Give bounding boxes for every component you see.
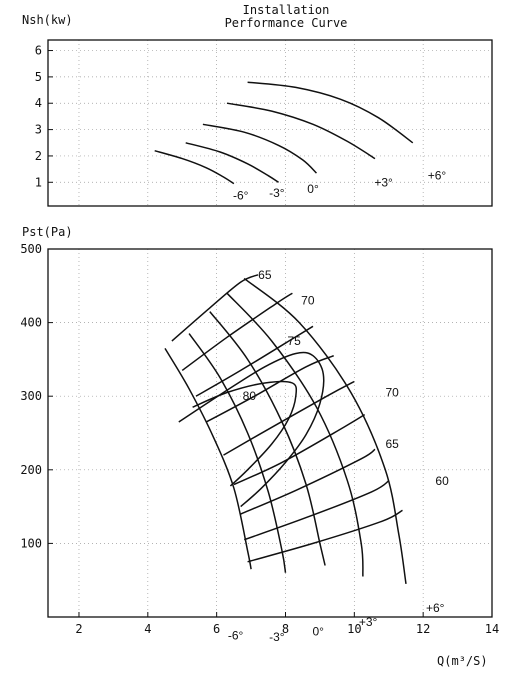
power-curve bbox=[185, 142, 280, 183]
blade-angle-curve bbox=[209, 311, 326, 566]
power-curve bbox=[154, 149, 235, 185]
curve-annotation: 65 bbox=[258, 268, 272, 282]
curve-annotation: +3° bbox=[359, 615, 378, 629]
y-tick-label: 400 bbox=[20, 316, 42, 330]
title-line-2: Performance Curve bbox=[225, 16, 348, 30]
title-line-1: Installation bbox=[243, 3, 330, 17]
curve-annotation: -6° bbox=[228, 628, 244, 642]
blade-angle-curve bbox=[243, 277, 407, 585]
curve-annotation: +6° bbox=[426, 601, 445, 615]
system-curve bbox=[243, 480, 390, 541]
efficiency-contour bbox=[178, 351, 325, 508]
y-tick-label: 500 bbox=[20, 242, 42, 256]
system-curve bbox=[240, 448, 376, 515]
efficiency-contour bbox=[192, 380, 298, 487]
system-curve bbox=[171, 274, 259, 342]
power-curve bbox=[202, 123, 318, 174]
x-tick-label: 12 bbox=[416, 622, 430, 636]
plot-frame bbox=[47, 248, 493, 618]
plot-frame bbox=[47, 39, 493, 207]
y-tick-label: 300 bbox=[20, 389, 42, 403]
power-curve bbox=[247, 81, 414, 144]
system-curve bbox=[233, 413, 366, 486]
pressure-chart: 100 200 300 400 500 2 4 6 8 10 12 14 65 70 75 80 70 65 60 -… bbox=[20, 242, 499, 644]
blade-angle-curve bbox=[226, 292, 364, 577]
system-curve bbox=[223, 380, 355, 456]
y-tick-label: 6 bbox=[35, 44, 42, 58]
pressure-ylabel: Pst(Pa) bbox=[22, 225, 73, 239]
curve-annotation: 0° bbox=[312, 625, 324, 639]
curve-annotation: -3° bbox=[269, 630, 285, 644]
curve-annotation: 75 bbox=[287, 334, 301, 348]
x-tick-label: 4 bbox=[144, 622, 151, 636]
blade-angle-curve bbox=[164, 348, 252, 570]
system-curve bbox=[181, 292, 293, 372]
curve-annotation: 65 bbox=[386, 437, 400, 451]
curve-annotation: 70 bbox=[301, 294, 315, 308]
curve-annotation: 0° bbox=[307, 182, 319, 196]
x-tick-label: 10 bbox=[347, 622, 361, 636]
system-curve bbox=[205, 355, 334, 423]
system-curve bbox=[247, 509, 403, 563]
y-tick-label: 200 bbox=[20, 463, 42, 477]
power-chart: 1 2 3 4 5 6 -6° -3° 0° +3° +6° bbox=[35, 39, 493, 207]
curve-annotation: 60 bbox=[435, 474, 449, 488]
curve-annotation: 70 bbox=[386, 386, 400, 400]
curve-annotation: +3° bbox=[374, 175, 393, 189]
curve-annotation: 80 bbox=[243, 389, 257, 403]
y-tick-label: 5 bbox=[35, 70, 42, 84]
x-tick-label: 8 bbox=[282, 622, 289, 636]
x-tick-label: 6 bbox=[213, 622, 220, 636]
power-curve bbox=[226, 102, 376, 160]
y-tick-label: 2 bbox=[35, 149, 42, 163]
x-tick-label: 14 bbox=[485, 622, 499, 636]
y-tick-label: 1 bbox=[35, 175, 42, 189]
blade-angle-curve bbox=[188, 333, 287, 573]
power-ylabel: Nsh(kw) bbox=[22, 13, 73, 27]
curve-annotation: +6° bbox=[428, 169, 447, 183]
y-tick-label: 100 bbox=[20, 536, 42, 550]
system-curve bbox=[195, 325, 314, 397]
y-tick-label: 4 bbox=[35, 96, 42, 110]
curve-annotation: -6° bbox=[233, 188, 249, 202]
x-axis-label: Q(m³/S) bbox=[437, 654, 488, 668]
x-tick-label: 2 bbox=[75, 622, 82, 636]
curve-annotation: -3° bbox=[269, 186, 285, 200]
y-tick-label: 3 bbox=[35, 123, 42, 137]
